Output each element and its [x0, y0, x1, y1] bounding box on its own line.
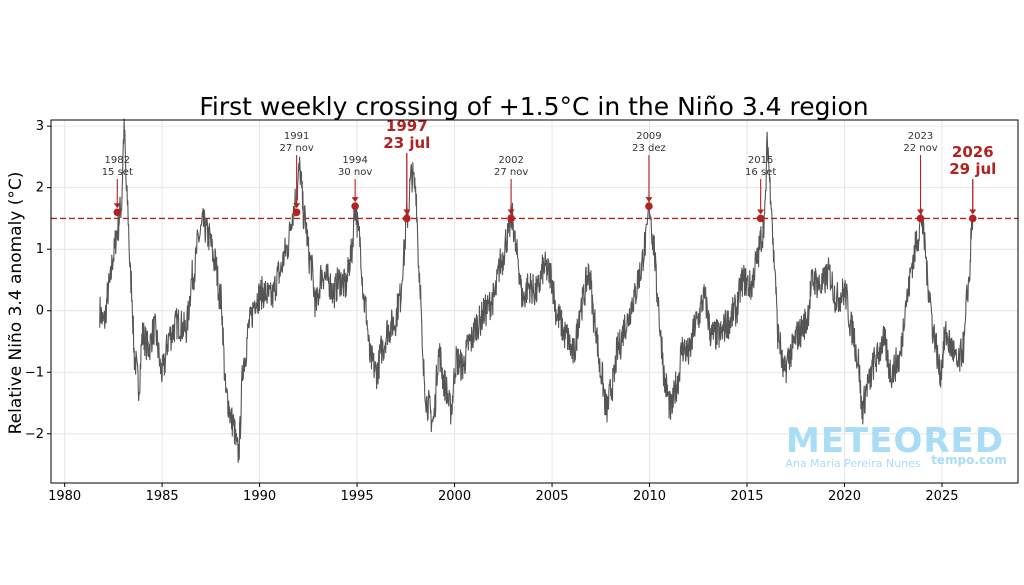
y-tick-label: −1	[25, 365, 44, 380]
annotation-date: 30 nov	[338, 167, 372, 178]
annotation-arrowhead	[113, 203, 121, 209]
series-line	[99, 118, 974, 463]
x-tick-label: 2020	[828, 489, 861, 504]
annotation-point	[351, 202, 359, 210]
annotation-year: 2009	[636, 131, 661, 142]
annotation-point	[292, 208, 301, 217]
y-tick-label: 3	[36, 119, 44, 134]
annotation-year: 2023	[908, 131, 933, 142]
x-tick-label: 2010	[633, 489, 666, 504]
annotation-arrowhead	[351, 197, 359, 203]
annotation-year: 2026	[952, 143, 994, 161]
x-tick-label: 1995	[341, 489, 374, 504]
annotation-date: 29 jul	[949, 160, 996, 178]
y-tick-label: 0	[36, 304, 44, 319]
annotation-point	[507, 214, 515, 223]
annotation-point	[113, 208, 122, 217]
annotation-year: 2015	[748, 155, 773, 166]
x-tick-label: 2015	[730, 489, 763, 504]
x-tick-label: 2005	[535, 489, 568, 504]
y-tick-label: −2	[25, 427, 44, 442]
annotation-date: 16 set	[745, 167, 776, 178]
annotation-year: 1994	[342, 155, 367, 166]
annotation-date: 15 set	[102, 167, 133, 178]
annotation-year: 1982	[105, 155, 130, 166]
annotation-date: 27 nov	[494, 167, 528, 178]
watermark-site: tempo.com	[931, 453, 1007, 467]
annotation-arrowhead	[969, 209, 977, 215]
x-tick-label: 1990	[243, 489, 276, 504]
annotation-arrowhead	[645, 197, 653, 203]
plot-frame	[50, 119, 1019, 484]
watermark-brand: METEORED	[786, 421, 1004, 461]
annotation-point	[645, 202, 653, 210]
watermark-author: Ana Maria Pereira Nunes	[785, 457, 921, 470]
annotation-date: 22 nov	[903, 143, 937, 154]
annotation-point	[916, 214, 925, 223]
annotation-arrowhead	[507, 209, 515, 215]
x-axis: 1980 1985 1990 1995 2000 2005 2010 2015 2020 2025	[48, 483, 959, 504]
annotation-arrowhead	[403, 209, 411, 215]
annotation-date: 23 jul	[383, 134, 430, 152]
annotation-arrowhead	[757, 209, 765, 215]
x-tick-label: 2025	[925, 489, 958, 504]
y-tick-label: 2	[36, 181, 44, 196]
annotation-arrowhead	[293, 203, 301, 209]
x-tick-label: 2000	[438, 489, 471, 504]
y-axis-label: Relative Niño 3.4 anomaly (°C)	[6, 172, 26, 435]
annotation-point	[403, 214, 411, 223]
annotation-year: 1997	[386, 117, 428, 135]
annotation-date: 27 nov	[280, 143, 314, 154]
x-tick-label: 1985	[146, 489, 179, 504]
annotation-year: 1991	[284, 131, 309, 142]
annotation-point	[968, 214, 977, 223]
annotation-year: 2002	[498, 155, 523, 166]
chart-title: First weekly crossing of +1.5°C in the N…	[199, 92, 868, 121]
x-tick-label: 1980	[48, 489, 81, 504]
y-tick-label: 1	[36, 242, 44, 257]
watermark: METEORED Ana Maria Pereira Nunes tempo.c…	[785, 421, 1006, 470]
annotation-date: 23 dez	[632, 143, 666, 154]
annotation-arrowhead	[917, 209, 925, 215]
series-layer	[99, 118, 974, 463]
annotation-point	[756, 214, 765, 223]
y-axis: −2 −1 0 1 2 3	[25, 119, 51, 442]
